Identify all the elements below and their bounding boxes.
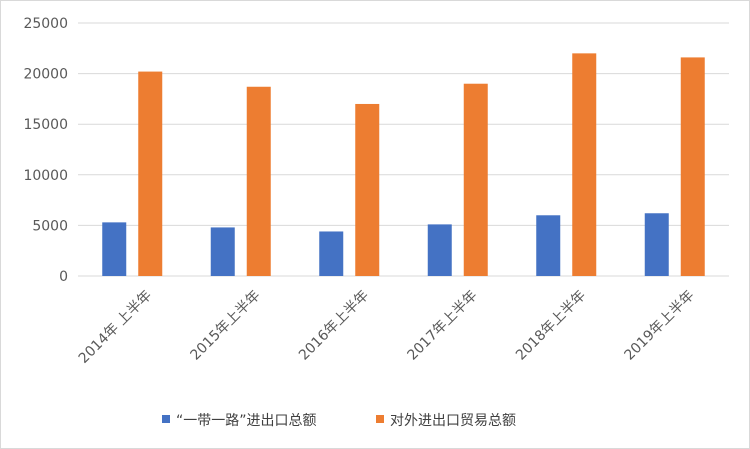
bar-foreign-trade-2 bbox=[355, 103, 380, 277]
bar-foreign-trade-4 bbox=[572, 53, 597, 276]
gridlines bbox=[78, 22, 729, 277]
legend-swatch bbox=[376, 415, 384, 423]
x-tick-label: 2019年上半年 bbox=[621, 288, 697, 364]
x-axis-tick-labels: 2014年 上半年 2015年上半年 2016年上半年 2017年上半年 2018年上半… bbox=[76, 288, 698, 367]
x-tick-label: 2014年 上半年 bbox=[76, 288, 155, 367]
x-tick-label: 2018年上半年 bbox=[513, 288, 589, 364]
y-tick-label: 25000 bbox=[23, 16, 68, 32]
y-tick-label: 20000 bbox=[23, 67, 68, 83]
legend-label: 对外进出口贸易总额 bbox=[390, 413, 516, 429]
y-tick-label: 15000 bbox=[23, 117, 68, 133]
x-tick-label: 2015年上半年 bbox=[187, 288, 263, 364]
bar-foreign-trade-0 bbox=[138, 71, 163, 277]
y-tick-label: 10000 bbox=[23, 168, 68, 184]
legend: “一带一路”进出口总额 对外进出口贸易总额 bbox=[162, 413, 516, 429]
legend-swatch bbox=[162, 415, 170, 423]
bar-foreign-trade-5 bbox=[680, 57, 705, 276]
bar-belt-road-1 bbox=[210, 227, 235, 276]
legend-label: “一带一路”进出口总额 bbox=[176, 413, 317, 429]
y-axis-tick-labels: 0 5000 10000 15000 20000 25000 bbox=[23, 16, 68, 285]
bar-belt-road-2 bbox=[319, 231, 344, 276]
bar-foreign-trade-1 bbox=[246, 86, 271, 276]
bar-belt-road-5 bbox=[644, 213, 669, 276]
x-tick-label: 2017年上半年 bbox=[404, 288, 480, 364]
bar-belt-road-3 bbox=[427, 224, 452, 276]
bar-foreign-trade-3 bbox=[463, 83, 488, 276]
x-tick-label: 2016年上半年 bbox=[296, 288, 372, 364]
bar-belt-road-4 bbox=[536, 215, 561, 276]
bars bbox=[102, 53, 705, 277]
y-tick-label: 0 bbox=[59, 269, 68, 285]
bar-belt-road-0 bbox=[102, 222, 127, 276]
y-tick-label: 5000 bbox=[32, 218, 68, 234]
